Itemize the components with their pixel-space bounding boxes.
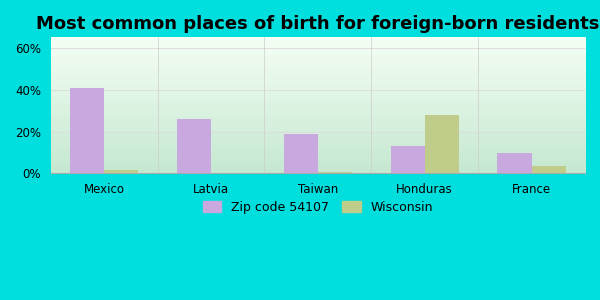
Bar xyxy=(177,119,211,173)
Bar xyxy=(70,88,104,173)
Bar xyxy=(497,152,532,173)
Bar xyxy=(532,166,566,173)
Bar xyxy=(318,172,352,173)
Bar xyxy=(284,134,318,173)
Legend: Zip code 54107, Wisconsin: Zip code 54107, Wisconsin xyxy=(197,196,438,219)
Bar xyxy=(425,115,459,173)
Bar xyxy=(391,146,425,173)
Title: Most common places of birth for foreign-born residents: Most common places of birth for foreign-… xyxy=(36,15,599,33)
Bar xyxy=(104,170,139,173)
